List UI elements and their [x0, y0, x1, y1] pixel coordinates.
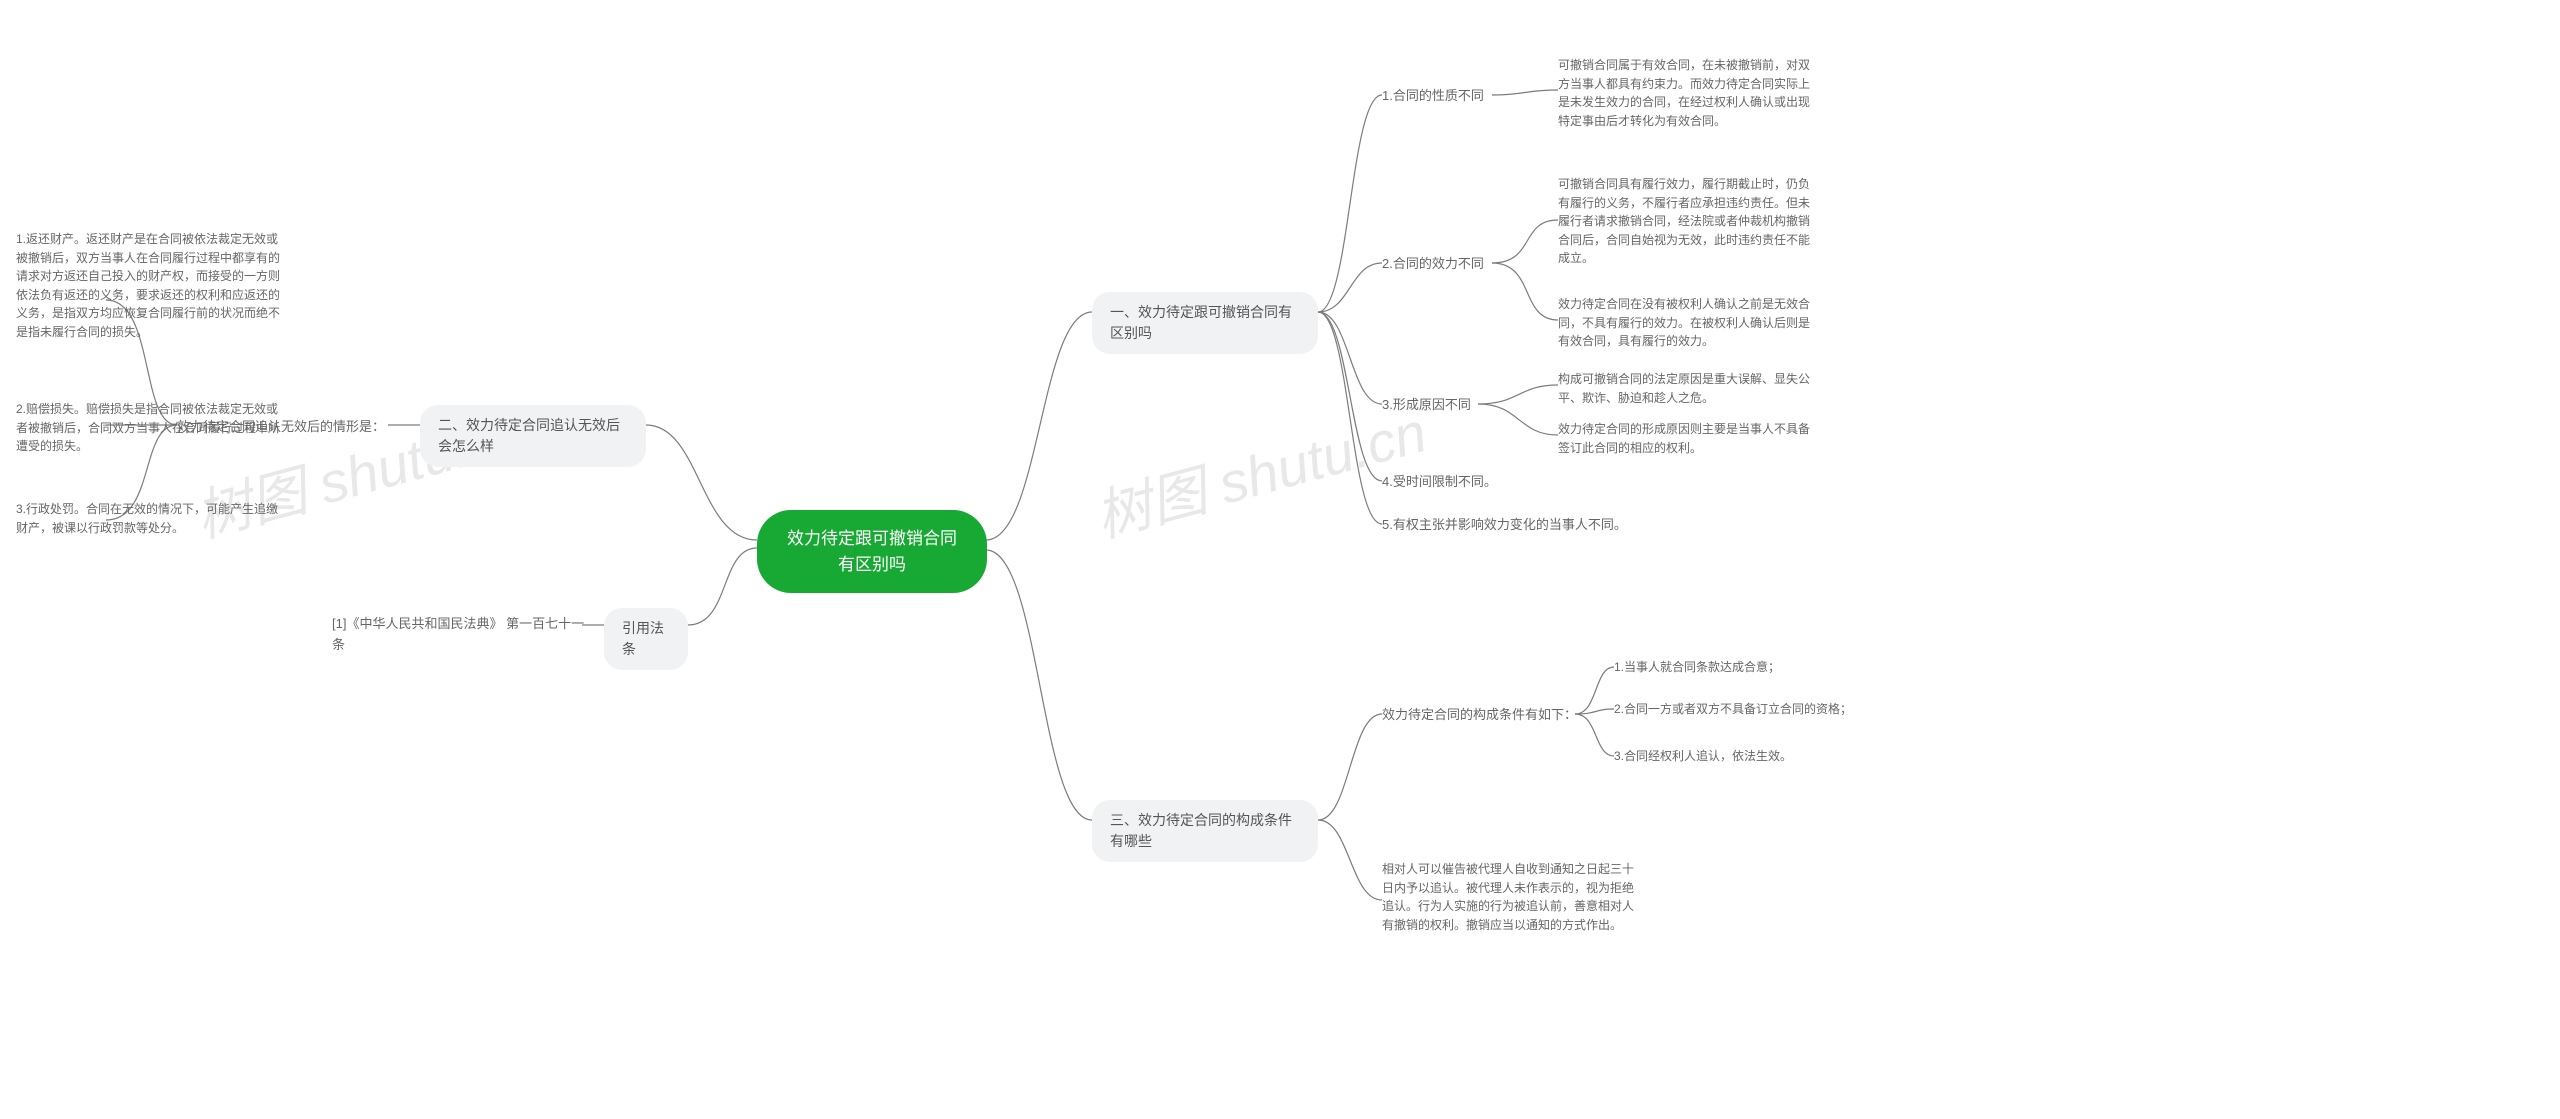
connector-layer	[0, 0, 2560, 1119]
leaf-1-2a: 可撤销合同具有履行效力，履行期截止时，仍负有履行的义务，不履行者应承担违约责任。…	[1558, 175, 1818, 268]
leaf-2-1: 1.返还财产。返还财产是在合同被依法裁定无效或被撤销后，双方当事人在合同履行过程…	[16, 230, 284, 342]
sub-3-2: 相对人可以催告被代理人自收到通知之日起三十日内予以追认。被代理人未作表示的，视为…	[1382, 860, 1642, 934]
leaf-1-1: 可撤销合同属于有效合同，在未被撤销前，对双方当事人都具有约束力。而效力待定合同实…	[1558, 56, 1818, 130]
leaf-3-2: 2.合同一方或者双方不具备订立合同的资格；	[1614, 700, 1852, 719]
leaf-3-1: 1.当事人就合同条款达成合意；	[1614, 658, 1780, 677]
leaf-1-2b: 效力待定合同在没有被权利人确认之前是无效合同，不具有履行的效力。在被权利人确认后…	[1558, 295, 1818, 351]
root-node: 效力待定跟可撤销合同有区别吗	[757, 510, 987, 593]
leaf-1-3a: 构成可撤销合同的法定原因是重大误解、显失公平、欺诈、胁迫和趁人之危。	[1558, 370, 1818, 407]
branch-1: 一、效力待定跟可撤销合同有区别吗	[1092, 292, 1318, 354]
branch-2: 二、效力待定合同追认无效后会怎么样	[420, 405, 646, 467]
leaf-2-3: 3.行政处罚。合同在无效的情况下，可能产生追缴财产，被课以行政罚款等处分。	[16, 500, 284, 537]
sub-1-3: 3.形成原因不同	[1382, 395, 1471, 416]
sub-1-2: 2.合同的效力不同	[1382, 254, 1484, 275]
branch-cite: 引用法条	[604, 608, 688, 670]
sub-cite-1: [1]《中华人民共和国民法典》 第一百七十一条	[332, 614, 592, 656]
sub-1-5: 5.有权主张并影响效力变化的当事人不同。	[1382, 515, 1627, 536]
leaf-2-2: 2.赔偿损失。赔偿损失是指合同被依法裁定无效或者被撤销后，合同双方当事人在合同履…	[16, 400, 284, 456]
leaf-1-3b: 效力待定合同的形成原因则主要是当事人不具备签订此合同的相应的权利。	[1558, 420, 1818, 457]
sub-1-4: 4.受时间限制不同。	[1382, 472, 1497, 493]
sub-1-1: 1.合同的性质不同	[1382, 86, 1484, 107]
leaf-3-3: 3.合同经权利人追认，依法生效。	[1614, 747, 1792, 766]
sub-3-1: 效力待定合同的构成条件有如下：	[1382, 705, 1577, 726]
branch-3: 三、效力待定合同的构成条件有哪些	[1092, 800, 1318, 862]
